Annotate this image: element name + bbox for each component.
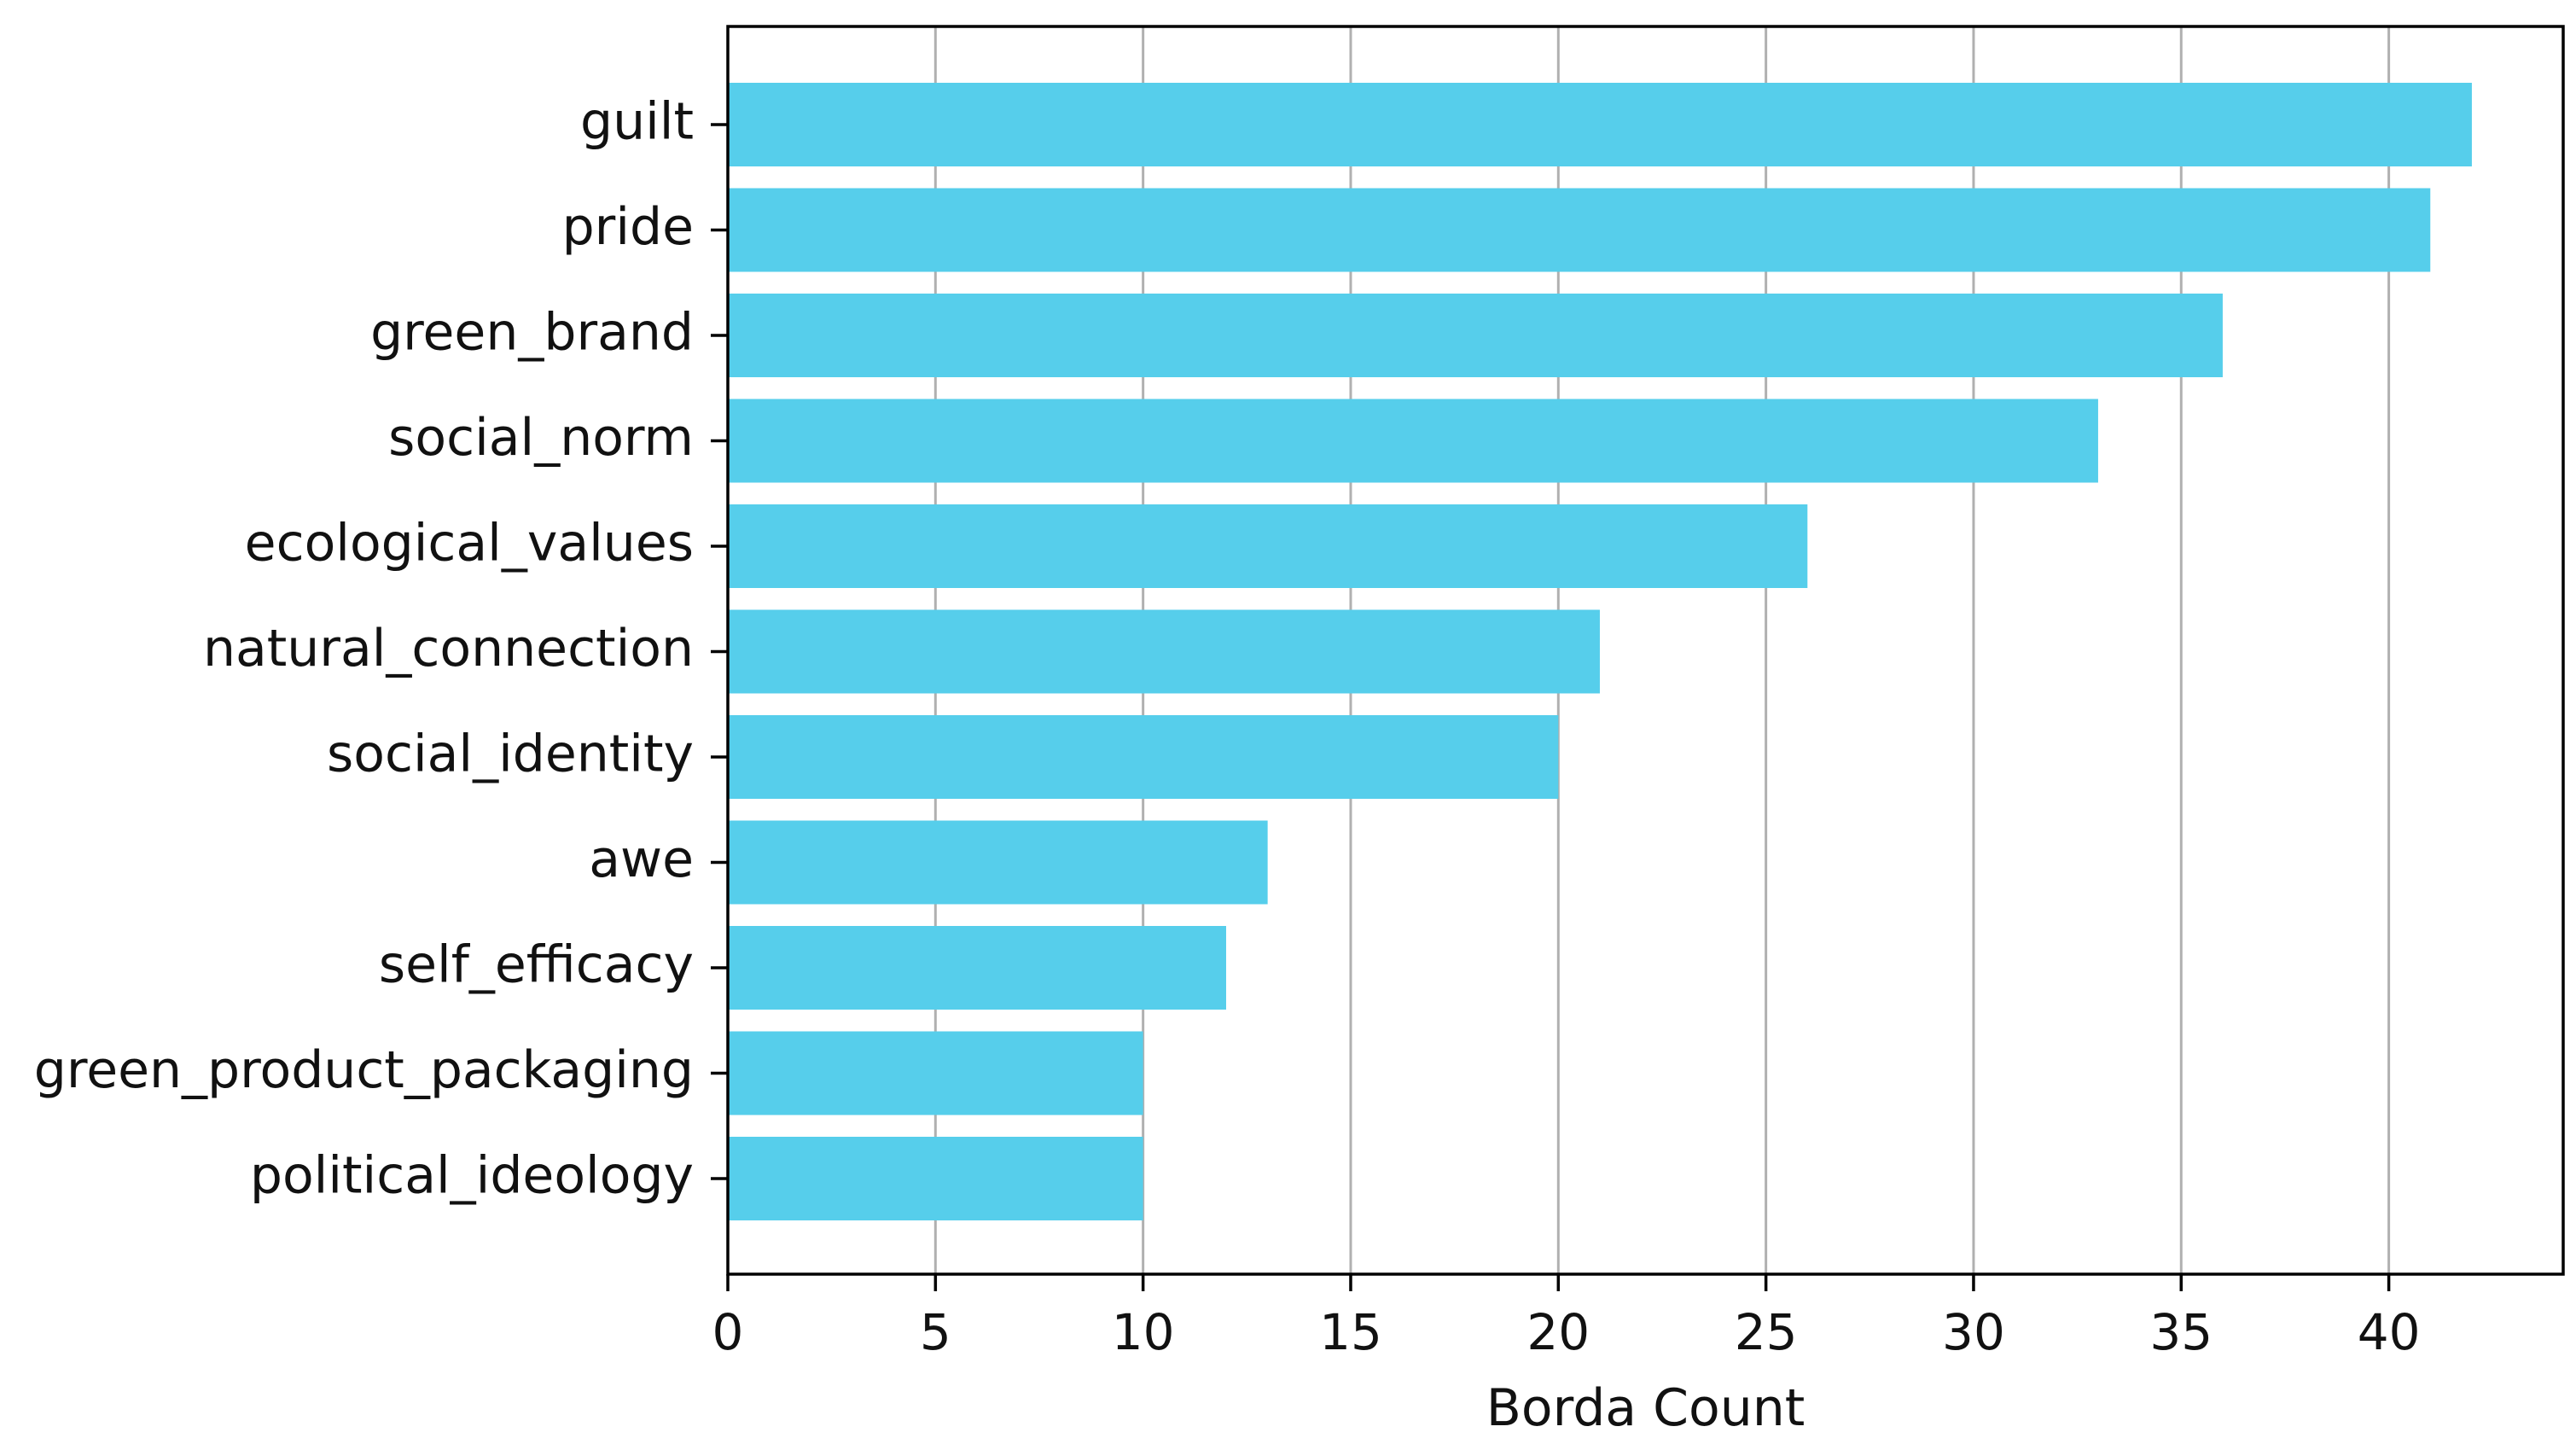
x-tick-label-35: 35 xyxy=(2149,1303,2213,1361)
y-tick-label-social-norm: social_norm xyxy=(388,408,694,468)
y-tick-label-natural-connection: natural_connection xyxy=(203,619,694,678)
y-axis-ticks: guilt pride green_brand social_norm ecologic… xyxy=(34,92,728,1206)
bar-green-product-packaging xyxy=(728,1031,1143,1115)
x-axis-ticks: 0 5 10 15 20 25 30 35 40 xyxy=(712,1274,2421,1361)
x-tick-label-25: 25 xyxy=(1735,1303,1798,1361)
y-tick-label-ecological-values: ecological_values xyxy=(245,514,694,574)
x-tick-label-0: 0 xyxy=(712,1303,744,1361)
bar-natural-connection xyxy=(728,609,1600,694)
x-tick-label-40: 40 xyxy=(2358,1303,2421,1361)
x-tick-label-20: 20 xyxy=(1526,1303,1590,1361)
bar-pride xyxy=(728,188,2431,272)
x-axis-title: Borda Count xyxy=(1486,1378,1806,1438)
bar-ecological-values xyxy=(728,504,1808,588)
y-tick-label-pride: pride xyxy=(562,197,694,257)
bar-social-norm xyxy=(728,399,2098,483)
bar-green-brand xyxy=(728,294,2223,377)
bar-awe xyxy=(728,820,1268,905)
bar-guilt xyxy=(728,83,2472,166)
bar-self-efficacy xyxy=(728,926,1226,1010)
y-tick-label-awe: awe xyxy=(589,830,694,889)
x-tick-label-10: 10 xyxy=(1112,1303,1175,1361)
y-tick-label-green-brand: green_brand xyxy=(370,303,694,363)
y-tick-label-guilt: guilt xyxy=(580,92,694,152)
bar-political-ideology xyxy=(728,1137,1143,1220)
y-tick-label-social-identity: social_identity xyxy=(327,725,694,784)
y-tick-label-green-product-packaging: green_product_packaging xyxy=(34,1040,694,1100)
y-tick-label-political-ideology: political_ideology xyxy=(250,1146,694,1206)
x-tick-label-5: 5 xyxy=(920,1303,951,1361)
bar-social-identity xyxy=(728,715,1559,799)
y-tick-label-self-efficacy: self_efficacy xyxy=(379,935,694,995)
x-tick-label-30: 30 xyxy=(1942,1303,2005,1361)
x-tick-label-15: 15 xyxy=(1319,1303,1382,1361)
bars xyxy=(728,83,2472,1220)
